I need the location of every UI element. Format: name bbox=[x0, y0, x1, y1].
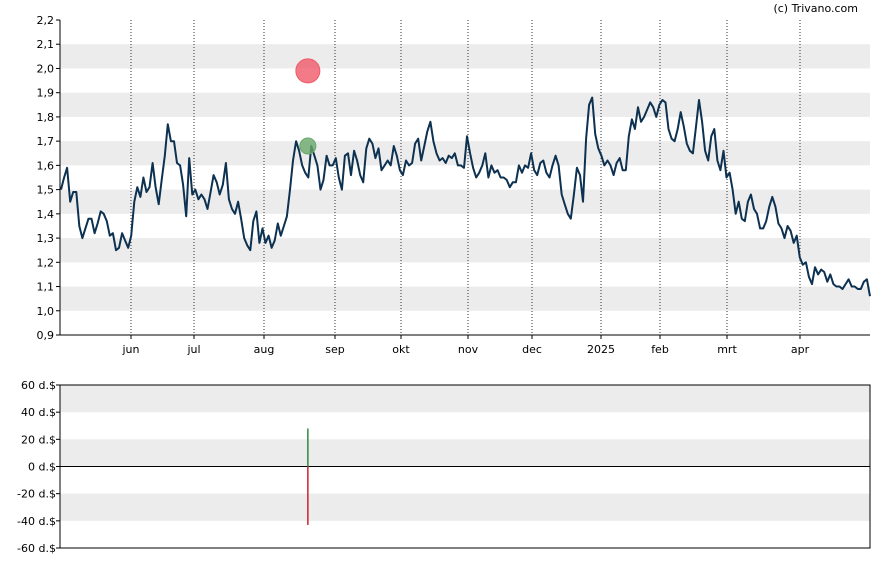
insider-y-tick-label: 60 d.$ bbox=[21, 379, 56, 392]
insider-y-tick-label: 20 d.$ bbox=[21, 433, 56, 446]
price-y-tick-label: 1,3 bbox=[37, 232, 55, 245]
insider-band bbox=[60, 493, 870, 521]
price-x-tick-label: apr bbox=[791, 343, 810, 356]
insider-band bbox=[60, 385, 870, 413]
insider-y-axis: 60 d.$ 40 d.$ 20 d.$ 0 d.$ -20 d.$ -40 d.$ -60… bbox=[17, 379, 870, 555]
buy-signal-marker bbox=[299, 137, 317, 155]
price-y-tick-label: 0,9 bbox=[37, 329, 55, 342]
signal-markers bbox=[295, 58, 321, 155]
price-x-tick-label: jul bbox=[186, 343, 200, 356]
price-y-tick-label: 1,1 bbox=[37, 281, 55, 294]
insider-y-tick-label: -20 d.$ bbox=[17, 488, 56, 501]
price-y-axis: 0,9 1,0 1,1 1,2 1,3 1,4 1,5 1,6 1,7 1,8 1,9 2,0 2,1 2… bbox=[37, 14, 60, 342]
price-y-tick-label: 1,4 bbox=[37, 208, 55, 221]
price-y-tick-label: 2,2 bbox=[37, 14, 55, 27]
price-y-tick-label: 1,7 bbox=[37, 135, 55, 148]
price-x-tick-label: jun bbox=[122, 343, 140, 356]
copyright-text: (c) Trivano.com bbox=[773, 2, 858, 15]
price-line bbox=[60, 96, 871, 297]
price-x-tick-label: okt bbox=[392, 343, 410, 356]
price-series-line bbox=[60, 96, 871, 297]
price-x-tick-label: dec bbox=[522, 343, 542, 356]
price-band bbox=[60, 44, 870, 69]
insider-y-tick-label: 0 d.$ bbox=[28, 461, 56, 474]
price-y-tick-label: 1,8 bbox=[37, 111, 55, 124]
insider-y-tick-label: -40 d.$ bbox=[17, 515, 56, 528]
price-band bbox=[60, 238, 870, 263]
price-x-tick-label: mrt bbox=[717, 343, 737, 356]
price-band bbox=[60, 286, 870, 311]
insider-y-tick-label: 40 d.$ bbox=[21, 406, 56, 419]
price-y-tick-label: 1,5 bbox=[37, 184, 55, 197]
price-chart-frame bbox=[59, 20, 870, 336]
price-x-tick-label: feb bbox=[651, 343, 669, 356]
price-x-tick-label: sep bbox=[325, 343, 344, 356]
insider-chart-background bbox=[60, 385, 870, 521]
price-band bbox=[60, 92, 870, 117]
price-x-axis: jun jul aug sep okt nov dec 2025 feb mrt apr bbox=[122, 335, 810, 356]
price-x-tick-label: nov bbox=[458, 343, 479, 356]
price-y-tick-label: 1,6 bbox=[37, 159, 55, 172]
insider-band bbox=[60, 439, 870, 467]
price-x-tick-label: aug bbox=[254, 343, 275, 356]
sell-signal-marker bbox=[295, 58, 321, 84]
price-x-tick-label: 2025 bbox=[587, 343, 615, 356]
insider-frame bbox=[59, 384, 871, 549]
price-y-tick-label: 2,0 bbox=[37, 62, 55, 75]
price-y-tick-label: 2,1 bbox=[37, 38, 55, 51]
price-y-tick-label: 1,9 bbox=[37, 87, 55, 100]
insider-y-tick-label: -60 d.$ bbox=[17, 542, 56, 555]
insider-chart-frame bbox=[59, 384, 871, 549]
price-y-tick-label: 1,2 bbox=[37, 256, 55, 269]
price-y-tick-label: 1,0 bbox=[37, 305, 55, 318]
